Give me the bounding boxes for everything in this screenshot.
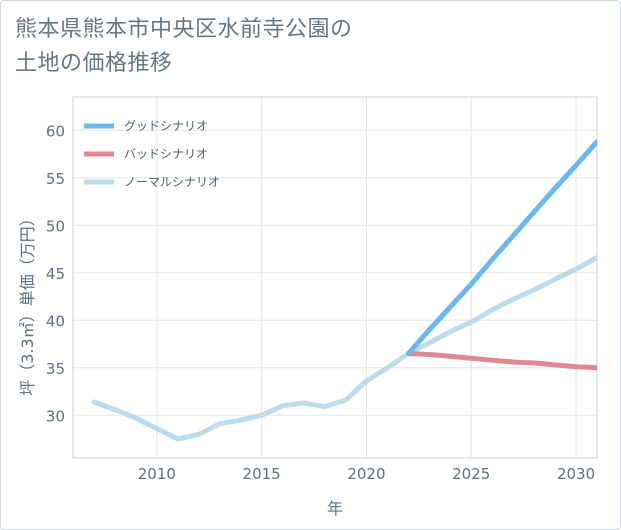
y-tick-label: 55	[46, 170, 65, 188]
plot-area-frame	[72, 96, 598, 459]
legend-label-2: ノーマルシナリオ	[124, 175, 220, 189]
y-tick-label: 45	[46, 265, 65, 283]
x-tick-label: 2010	[138, 465, 176, 483]
series-line-2	[91, 255, 597, 442]
x-tick-label: 2030	[557, 465, 595, 483]
chart-title-line-2: 土地の価格推移	[15, 51, 173, 76]
chart-title: 熊本県熊本市中央区水前寺公園の 土地の価格推移	[15, 13, 353, 81]
x-axis-ticks: 2010 2015 2020 2025 2030	[138, 465, 595, 483]
y-tick-label: 30	[46, 407, 65, 425]
y-tick-label: 60	[46, 122, 65, 140]
y-axis-title: 坪（3.3㎡）単価（万円）	[18, 210, 37, 395]
chart-title-line-1: 熊本県熊本市中央区水前寺公園の	[15, 17, 353, 42]
legend-label-1: バッドシナリオ	[124, 147, 208, 161]
series-line-0	[405, 139, 597, 356]
grid	[73, 97, 597, 458]
x-axis-title: 年	[327, 499, 343, 518]
x-tick-label: 2025	[452, 465, 490, 483]
series-lines	[91, 139, 597, 442]
series-line-1	[405, 351, 597, 371]
y-tick-label: 35	[46, 360, 65, 378]
y-tick-label: 50	[46, 217, 65, 235]
x-tick-label: 2015	[243, 465, 281, 483]
y-axis-ticks: 30 35 40 45 50 55 60	[46, 122, 65, 425]
legend-label-0: グッドシナリオ	[124, 119, 208, 133]
x-tick-label: 2020	[347, 465, 385, 483]
y-tick-label: 40	[46, 312, 65, 330]
